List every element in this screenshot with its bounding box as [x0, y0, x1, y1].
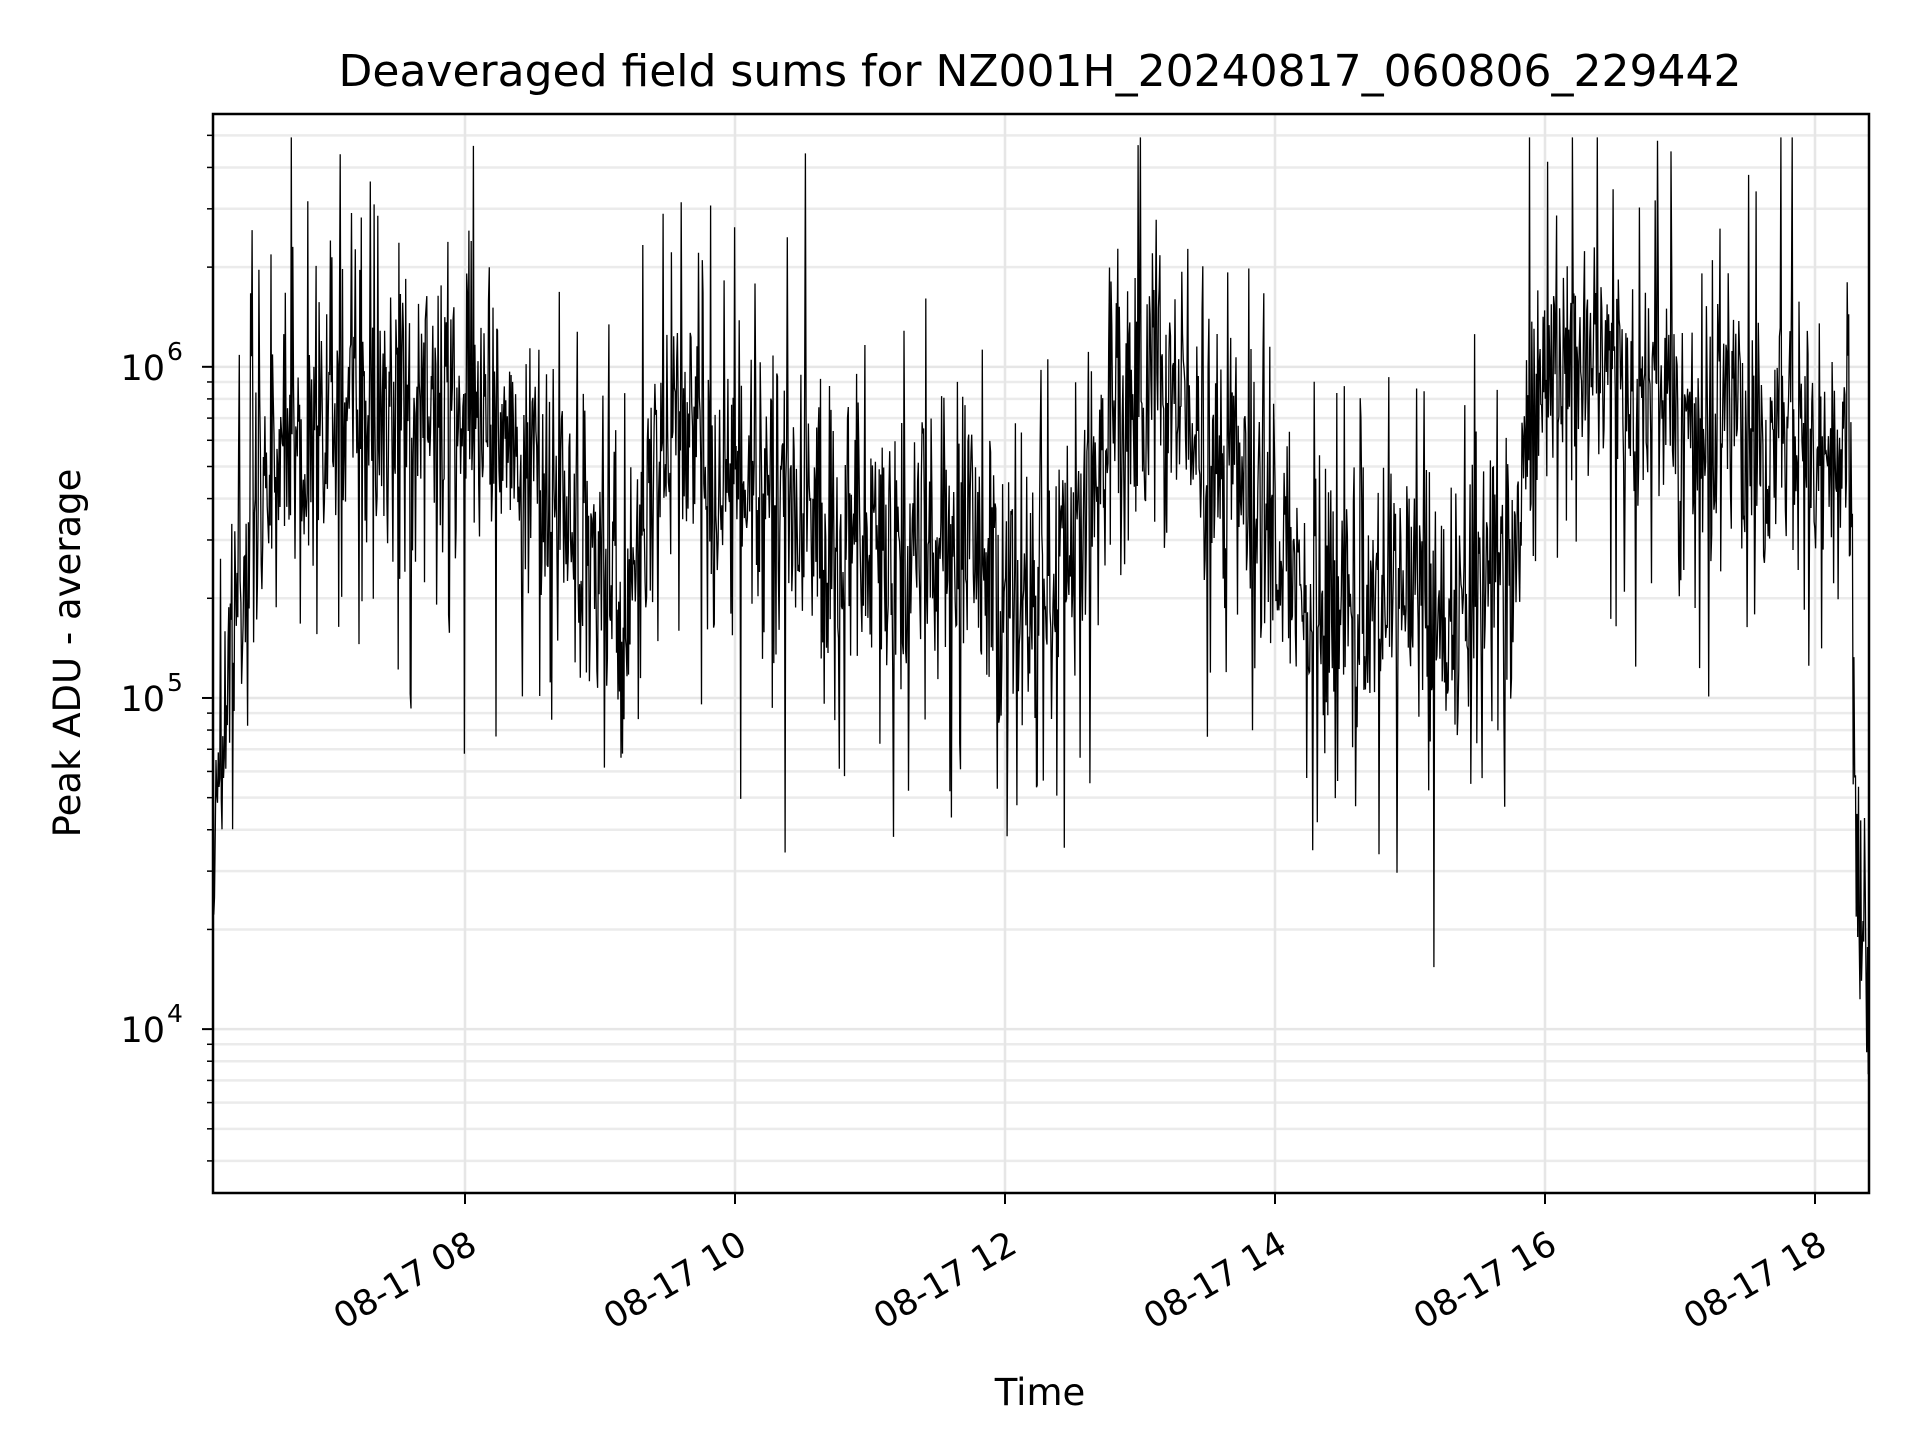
plot-frame: [211, 112, 1871, 1195]
y-tick-label: 10: [120, 680, 165, 720]
y-tick-label: 10: [120, 349, 165, 389]
series-line: [212, 137, 1870, 1075]
plot-area: [212, 137, 1870, 1075]
y-tick-exponent: 5: [167, 668, 183, 697]
y-axis-label: Peak ADU - average: [46, 469, 89, 838]
y-tick-exponent: 6: [167, 337, 183, 366]
x-axis-label: Time: [994, 1371, 1086, 1414]
y-tick-exponent: 4: [167, 999, 183, 1028]
y-tick-label: 10: [120, 1011, 165, 1051]
chart-title: Deaveraged field sums for NZ001H_2024081…: [339, 46, 1742, 97]
